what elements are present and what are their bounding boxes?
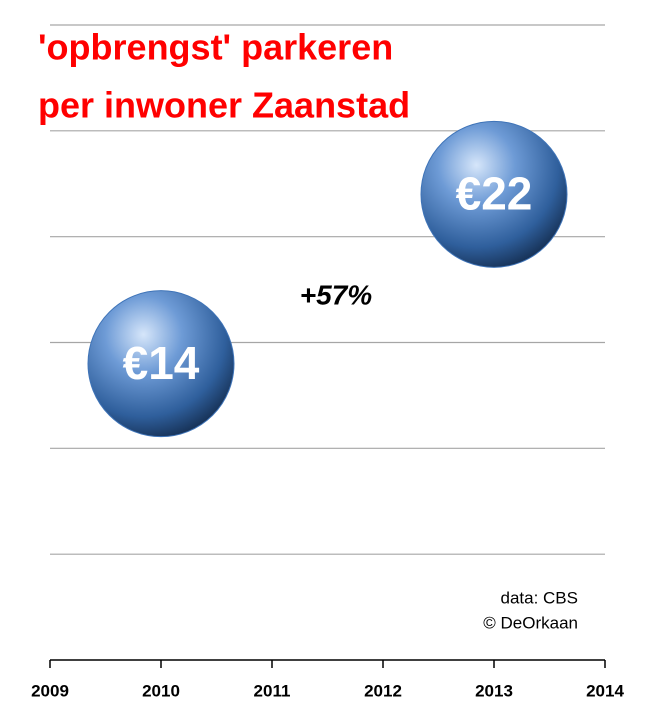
bubble: [87, 290, 235, 438]
x-tick-label: 2010: [142, 681, 180, 700]
source-note: © DeOrkaan: [483, 613, 578, 632]
x-tick-label: 2014: [586, 681, 624, 700]
x-tick-label: 2013: [475, 681, 513, 700]
bubble: [420, 120, 568, 268]
x-tick-label: 2012: [364, 681, 402, 700]
x-tick-label: 2009: [31, 681, 69, 700]
chart-title: per inwoner Zaanstad: [38, 85, 410, 126]
source-note: data: CBS: [501, 588, 579, 607]
data-label: €22: [456, 167, 533, 219]
chart-title: 'opbrengst' parkeren: [38, 27, 393, 68]
x-tick-label: 2011: [254, 681, 291, 700]
annotation: +57%: [300, 279, 372, 310]
data-label: €14: [123, 337, 200, 389]
